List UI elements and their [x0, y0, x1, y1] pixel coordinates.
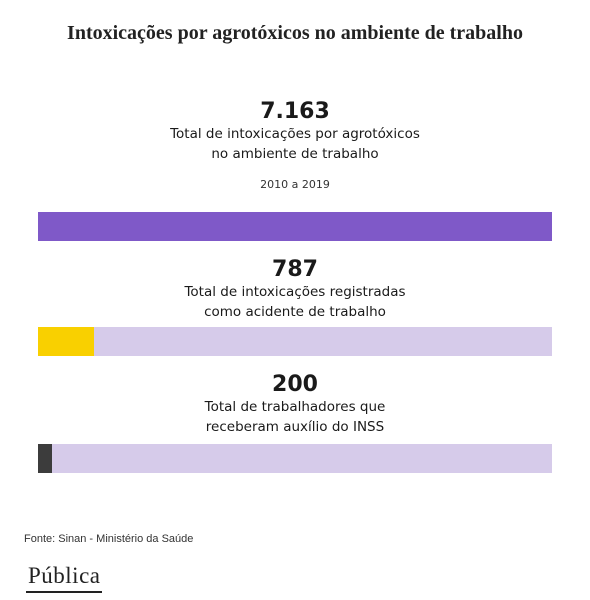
stat-block-inss: 200 Total de trabalhadores que receberam…	[0, 373, 590, 437]
bar-total	[38, 212, 552, 241]
bar-track-inss	[38, 444, 552, 473]
publica-logo: Pública	[28, 563, 101, 588]
bar-inss	[38, 444, 53, 473]
stat-block-accident: 787 Total de intoxicações registradas co…	[0, 258, 590, 322]
total-label-line2: no ambiente de trabalho	[211, 146, 379, 162]
inss-label-line2: receberam auxílio do INSS	[205, 419, 385, 435]
inss-label-line1: Total de trabalhadores que	[204, 399, 386, 415]
total-label-line1: Total de intoxicações por agrotóxicos	[170, 126, 420, 142]
chart-title: Intoxicações por agrotóxicos no ambiente…	[67, 22, 523, 44]
accident-label-line2: como acidente de trabalho	[204, 304, 386, 320]
accident-label-line1: Total de intoxicações registradas	[184, 284, 406, 300]
bar-accident	[38, 327, 95, 356]
total-value: 7.163	[260, 99, 330, 124]
accident-value: 787	[272, 257, 318, 282]
inss-value: 200	[272, 372, 318, 397]
period-label: 2010 a 2019	[260, 178, 330, 191]
source-note: Fonte: Sinan - Ministério da Saúde	[24, 533, 194, 545]
stat-block-total: 7.163 Total de intoxicações por agrotóxi…	[0, 99, 590, 192]
logo-underline	[26, 591, 102, 593]
bar-track-total	[38, 212, 552, 241]
bar-track-accident	[38, 327, 552, 356]
